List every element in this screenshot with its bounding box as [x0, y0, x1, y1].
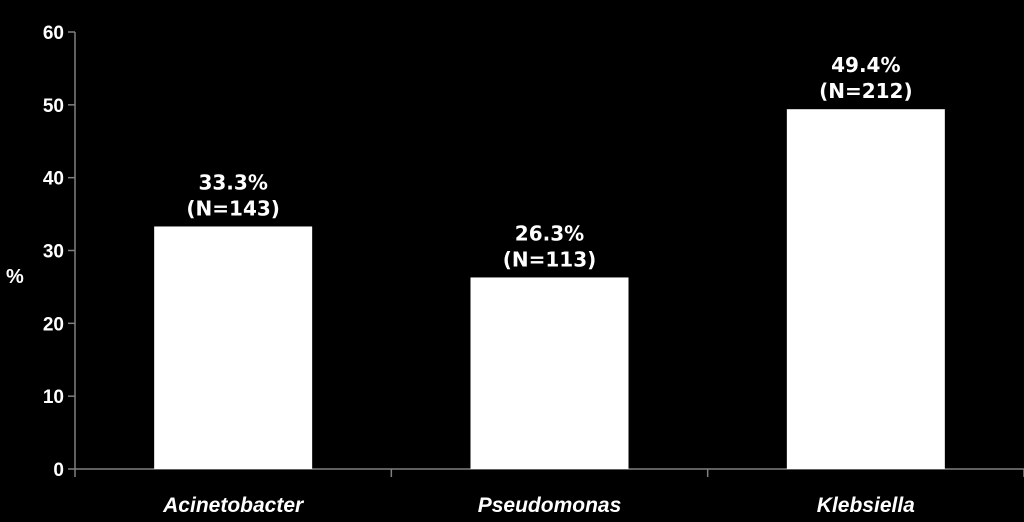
y-tick-label: 30: [43, 242, 64, 263]
data-label-count: (N=113): [503, 247, 597, 271]
x-category-label: Pseudomonas: [478, 494, 622, 517]
y-tick-label: 20: [43, 314, 64, 335]
data-label-percent: 49.4%: [831, 53, 900, 77]
data-label-count: (N=143): [186, 196, 280, 220]
bars: [154, 109, 945, 469]
y-tick-label: 10: [43, 387, 64, 408]
labels: Acinetobacter 33.3%(N=143) Pseudomonas 26.3…: [162, 53, 915, 517]
y-axis-title: %: [6, 266, 24, 288]
data-label-count: (N=212): [819, 79, 913, 103]
x-category-label: Klebsiella: [817, 494, 915, 517]
data-label-percent: 26.3%: [515, 221, 584, 245]
bar-pseudomonas: [470, 277, 629, 469]
data-label-percent: 33.3%: [198, 170, 267, 194]
y-tick-label: 60: [43, 23, 64, 44]
x-category-label: Acinetobacter: [162, 494, 305, 517]
y-tick-label: 0: [53, 460, 64, 481]
y-tick-label: 40: [43, 169, 64, 190]
y-tick-label: 50: [43, 96, 64, 117]
bar-klebsiella: [786, 109, 945, 469]
bar-acinetobacter: [154, 226, 313, 469]
